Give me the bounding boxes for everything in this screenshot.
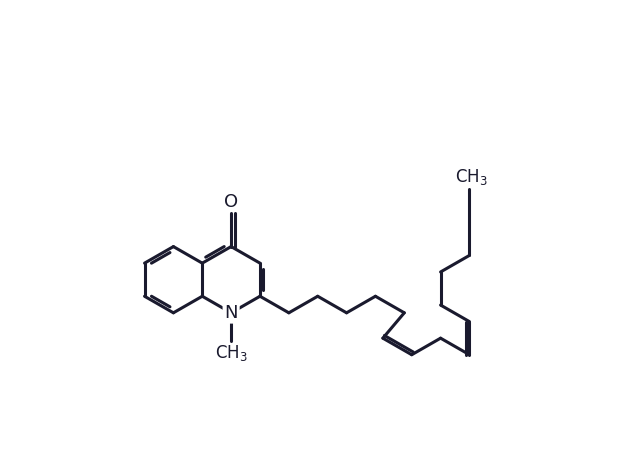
Text: O: O [224, 193, 238, 211]
Text: N: N [225, 304, 238, 322]
Text: CH$_3$: CH$_3$ [454, 167, 488, 187]
Text: CH$_3$: CH$_3$ [215, 343, 248, 363]
